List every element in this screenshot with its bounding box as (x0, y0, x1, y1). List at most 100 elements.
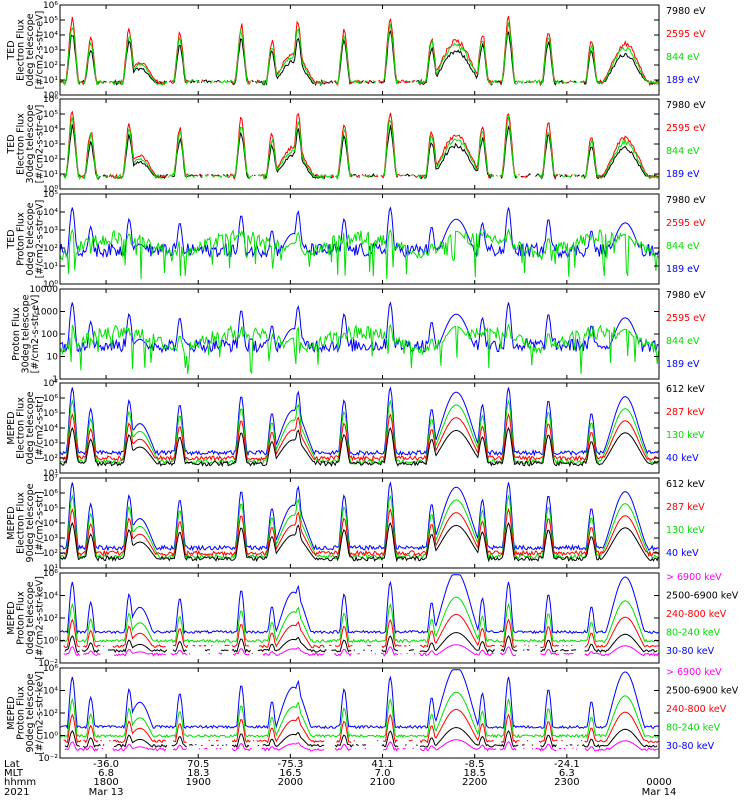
legend-entry: 240-800 keV (666, 609, 727, 620)
series-line-612-kev (59, 521, 659, 563)
y-axis-label: [#/cm2-s-str-eV] (35, 200, 46, 279)
y-axis-label: [#/cm2-s-str] (35, 491, 46, 554)
series-line-189-ev (59, 206, 659, 259)
footer-row-label: Lat (4, 759, 20, 770)
y-tick-label: 10⁴ (43, 208, 58, 218)
legend-entry: 2595 eV (666, 313, 706, 324)
footer-row-label: 2021 (4, 787, 29, 798)
y-tick-label: 10² (43, 454, 58, 464)
y-tick-label: 10¹ (43, 170, 58, 180)
y-tick-label: 10⁷ (43, 474, 58, 484)
y-tick-label: 10² (43, 244, 58, 254)
y-tick-label: 10¹ (43, 262, 58, 272)
legend-entry: 189 eV (666, 75, 700, 86)
y-axis-label: 30deg telescope (20, 294, 31, 373)
y-tick-label: 10² (43, 155, 58, 165)
y-tick-label: 10⁴ (43, 687, 58, 697)
y-tick-label: 10⁰ (43, 637, 58, 647)
y-axis-label: MEPED (6, 601, 17, 634)
legend-entry: 7980 eV (666, 100, 706, 111)
legend-entry: 189 eV (666, 264, 700, 275)
series-line-40-kev (59, 481, 659, 552)
y-tick-label: 10⁶ (43, 394, 58, 404)
y-axis-label: MEPED (6, 696, 17, 729)
footer-hhmm-value: 2300 (554, 777, 579, 788)
footer-hhmm-value: 1900 (186, 777, 211, 788)
y-tick-label: 10³ (43, 226, 58, 236)
y-tick-label: 10⁵ (43, 409, 58, 419)
legend-entry: 844 eV (666, 336, 700, 347)
legend-entry: 7980 eV (666, 195, 706, 206)
y-axis-label: Electron Flux (16, 113, 27, 175)
series-line-7980-ev (63, 124, 659, 180)
y-axis-label: 0deg telescope (25, 581, 36, 654)
y-tick-label: 10⁰ (43, 732, 58, 742)
legend-entry: 189 eV (666, 359, 700, 370)
legend-entry: 189 eV (666, 169, 700, 180)
series-line-80-240-kev (59, 596, 659, 644)
series-line-189-ev (59, 301, 659, 354)
legend-entry: 612 keV (666, 479, 705, 490)
footer-mlt-value: 18.3 (187, 768, 209, 779)
legend-entry: 287 keV (666, 502, 705, 513)
y-axis-label: MEPED (6, 506, 17, 539)
y-axis-label: 0deg telescope (25, 13, 36, 86)
series-line-80-240-kev (59, 691, 659, 739)
y-tick-label: 10³ (43, 140, 58, 150)
footer-mlt-value: 7.0 (375, 768, 391, 779)
series-line-2595-ev (64, 110, 658, 181)
y-tick-label: 10² (43, 549, 58, 559)
y-tick-label: 10⁵ (43, 110, 58, 120)
series-line-240-800-kev (63, 613, 659, 649)
legend-entry: 240-800 keV (666, 704, 727, 715)
y-axis-label: 90deg telescope (25, 673, 36, 752)
series-line-287-kev (59, 412, 659, 462)
legend-entry: > 6900 keV (666, 572, 722, 583)
plot-frame (59, 477, 660, 569)
legend-entry: 844 eV (666, 241, 700, 252)
series-line-612-kev (59, 426, 659, 468)
y-tick-label: 10⁰ (43, 280, 58, 290)
legend-entry: 612 keV (666, 384, 705, 395)
legend-entry: 7980 eV (666, 290, 706, 301)
series-line-2500-6900-kev (64, 727, 658, 749)
footer-mlt-value: 18.5 (464, 768, 486, 779)
series-line-844-ev (59, 115, 659, 181)
y-tick-label: 10⁰ (43, 185, 58, 195)
footer-hhmm-value: 2000 (278, 777, 303, 788)
y-tick-label: 10² (43, 614, 58, 624)
series-line-844-ev (59, 228, 659, 280)
footer-hhmm-value: 2200 (462, 777, 487, 788)
footer-lat-value: -75.3 (277, 759, 303, 770)
y-tick-label: 10⁶ (43, 664, 58, 674)
footer-lat-value: -8.5 (465, 759, 485, 770)
y-axis-label: Proton Flux (16, 686, 27, 740)
legend-entry: 2595 eV (666, 29, 706, 40)
y-axis-label: 30deg telescope (25, 104, 36, 183)
y-tick-label: 10¹ (43, 76, 58, 86)
footer-hhmm-value: 0000 (646, 777, 671, 788)
legend-entry: 30-80 keV (666, 741, 715, 752)
y-tick-label: 10⁵ (43, 504, 58, 514)
legend-entry: 80-240 keV (666, 628, 721, 639)
legend-entry: 844 eV (666, 52, 700, 63)
y-tick-label: 10⁶ (43, 95, 58, 105)
legend-entry: 40 keV (666, 548, 699, 559)
legend-entry: 287 keV (666, 407, 705, 418)
footer-date-value: Mar 13 (89, 787, 124, 798)
y-tick-label: 10³ (43, 46, 58, 56)
footer-row-label: MLT (4, 768, 24, 779)
y-axis-label: [#/cm2-s-str-keV] (35, 671, 46, 755)
y-axis-label: Proton Flux (11, 307, 22, 361)
y-tick-label: 10⁻² (38, 754, 58, 764)
y-tick-label: 10 (47, 353, 59, 363)
y-tick-label: 10³ (43, 534, 58, 544)
legend-entry: 40 keV (666, 453, 699, 464)
y-tick-label: 10⁴ (43, 125, 58, 135)
